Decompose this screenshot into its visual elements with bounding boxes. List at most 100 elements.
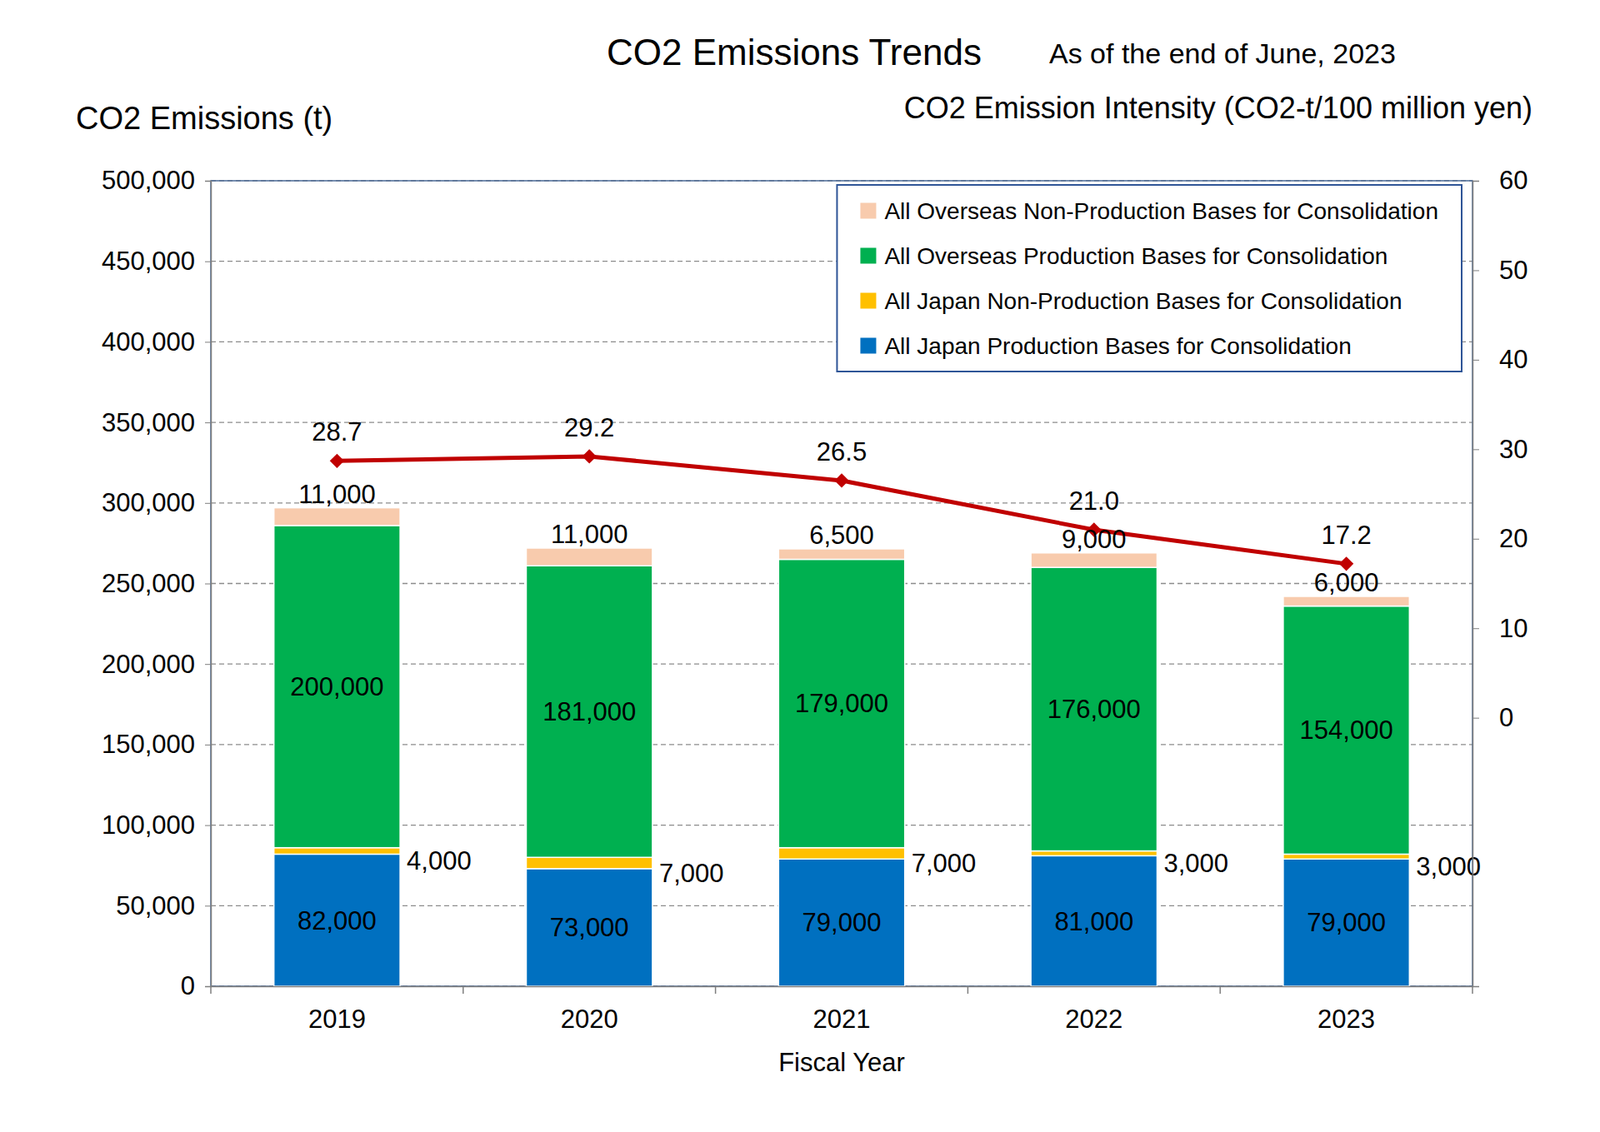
- tick-label: 50: [1499, 255, 1528, 285]
- tick-label: 50,000: [115, 891, 195, 921]
- bar: [1030, 851, 1157, 857]
- tick-mark: [1472, 270, 1480, 271]
- tick-label: 40: [1499, 345, 1528, 375]
- grid-line: [210, 421, 1473, 423]
- bar: [526, 548, 653, 566]
- legend-entry: All Japan Non-Production Bases for Conso…: [860, 288, 1402, 315]
- tick-mark: [205, 745, 211, 746]
- bar: [526, 869, 653, 987]
- tick-mark: [205, 986, 211, 988]
- tick: 50,000: [115, 891, 211, 921]
- bar: [274, 854, 400, 987]
- bar: [274, 525, 400, 849]
- tick: 150,000: [101, 730, 211, 760]
- tick: 350,000: [101, 408, 211, 438]
- bar: [1283, 859, 1410, 987]
- bar: [1030, 553, 1157, 568]
- x-band-divider: [715, 986, 717, 995]
- data-label: 176,000: [1047, 695, 1141, 725]
- tick-label: 2021: [813, 1005, 871, 1035]
- tick: 20: [1472, 524, 1528, 554]
- tick: 2019: [308, 986, 366, 1035]
- legend-swatch: [860, 248, 876, 265]
- legend-swatch: [860, 338, 876, 355]
- line-label: 26.5: [816, 437, 867, 467]
- legend-entry: All Overseas Production Bases for Consol…: [860, 243, 1388, 270]
- axis-line: [205, 181, 212, 988]
- data-label: 73,000: [550, 913, 630, 943]
- x-axis-title: Fiscal Year: [778, 1048, 905, 1078]
- chart: 82,00073,00079,00081,00079,0004,0007,000…: [0, 0, 1600, 1132]
- tick-mark: [205, 664, 211, 665]
- tick-mark: [205, 825, 211, 827]
- subtitle: As of the end of June, 2023: [1049, 37, 1396, 70]
- axis-line: [211, 986, 1474, 989]
- plot-frame: [210, 180, 1473, 987]
- data-label: 181,000: [542, 697, 636, 727]
- legend-label: All Overseas Non-Production Bases for Co…: [884, 198, 1439, 225]
- tick: 450,000: [101, 246, 211, 276]
- bar: [274, 508, 400, 526]
- tick-mark: [205, 261, 211, 263]
- line-marker: [330, 454, 345, 469]
- data-label: 4,000: [406, 846, 472, 876]
- bar: [778, 559, 905, 848]
- data-label: 7,000: [911, 849, 977, 879]
- tick: 2021: [813, 986, 871, 1035]
- legend-swatch: [860, 203, 876, 220]
- x-band-divider: [1471, 986, 1474, 995]
- tick: 300,000: [101, 488, 211, 518]
- bar: [274, 848, 400, 855]
- data-label: 79,000: [1306, 908, 1386, 938]
- y2-axis-title: CO2 Emission Intensity (CO2-t/100 millio…: [904, 90, 1533, 125]
- tick: 30: [1472, 435, 1528, 465]
- data-label: 82,000: [297, 906, 377, 936]
- data-label: 3,000: [1164, 849, 1230, 879]
- line-marker: [834, 473, 849, 488]
- grid: [210, 180, 1473, 987]
- tick-label: 2022: [1065, 1005, 1123, 1035]
- legend-entry: All Japan Production Bases for Consolida…: [860, 333, 1351, 360]
- x-band-divider: [967, 986, 970, 995]
- title: CO2 Emissions Trends: [606, 31, 982, 73]
- tick: 100,000: [101, 810, 211, 840]
- tick: 400,000: [101, 327, 211, 357]
- bar: [1030, 567, 1157, 851]
- tick-mark: [205, 422, 211, 424]
- tick: 60: [1472, 165, 1528, 195]
- tick-mark: [1472, 628, 1480, 630]
- line-label: 21.0: [1069, 486, 1120, 516]
- x-band-divider: [1219, 986, 1221, 995]
- tick-label: 2020: [560, 1005, 619, 1035]
- tick: 0: [1472, 703, 1514, 733]
- bar: [526, 565, 653, 858]
- legend-label: All Japan Production Bases for Consolida…: [884, 333, 1351, 360]
- tick-label: 100,000: [101, 810, 195, 840]
- tick-label: 0: [1499, 703, 1514, 733]
- legend-box: [836, 185, 1462, 372]
- x-band-divider: [210, 986, 212, 995]
- data-label: 154,000: [1300, 715, 1394, 745]
- tick: 250,000: [101, 569, 211, 599]
- legend-swatch: [860, 293, 876, 310]
- bar: [778, 848, 905, 860]
- tick: 0: [180, 971, 211, 1001]
- tick: 40: [1472, 345, 1528, 375]
- tick-label: 10: [1499, 614, 1528, 644]
- line-label: 28.7: [311, 417, 362, 447]
- data-label: 9,000: [1061, 525, 1127, 555]
- data-label: 7,000: [659, 859, 725, 889]
- data-label: 6,000: [1314, 568, 1380, 598]
- tick-mark: [1472, 449, 1480, 450]
- bar: [778, 549, 905, 560]
- grid-line: [210, 502, 1473, 504]
- tick-label: 500,000: [101, 165, 195, 195]
- tick-mark: [205, 905, 211, 907]
- tick: 2020: [560, 986, 619, 1035]
- bar: [1283, 854, 1410, 860]
- tick-mark: [205, 503, 211, 505]
- data-label: 11,000: [550, 520, 629, 550]
- legend-label: All Overseas Production Bases for Consol…: [884, 243, 1388, 270]
- y2-axis: 0 10 20 30 40 50 60: [1472, 165, 1528, 987]
- tick-label: 350,000: [101, 408, 195, 438]
